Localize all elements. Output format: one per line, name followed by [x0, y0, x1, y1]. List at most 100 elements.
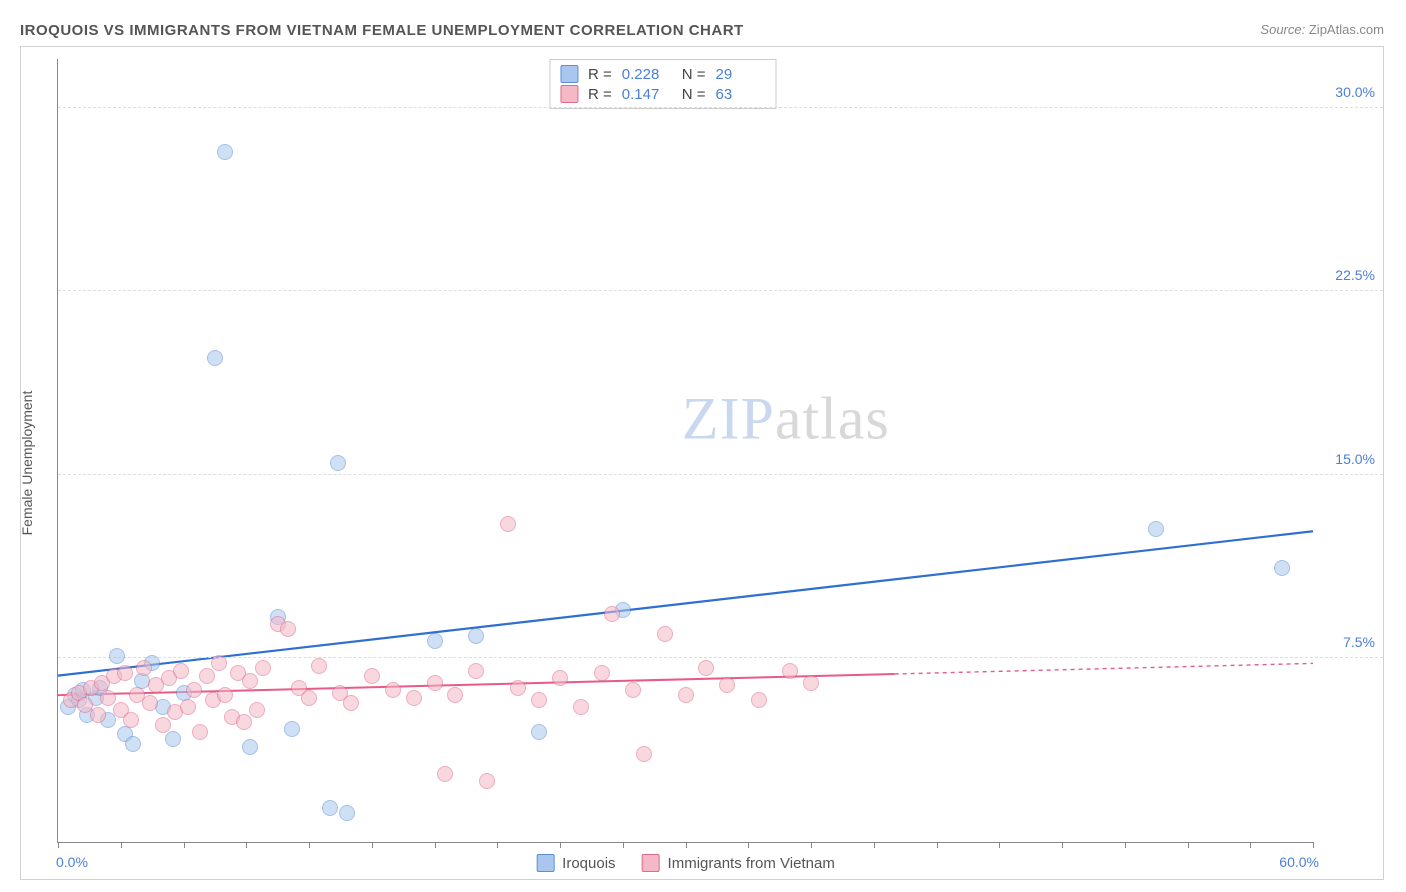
x-tick [497, 842, 498, 848]
n-value-2: 63 [716, 86, 766, 103]
data-point [180, 699, 196, 715]
x-tick [560, 842, 561, 848]
legend-stats-row-2: R = 0.147 N = 63 [560, 84, 766, 104]
data-point [1148, 521, 1164, 537]
x-tick [58, 842, 59, 848]
x-tick [937, 842, 938, 848]
data-point [211, 655, 227, 671]
data-point [199, 668, 215, 684]
legend-label-vietnam: Immigrants from Vietnam [668, 855, 835, 872]
data-point [427, 633, 443, 649]
data-point [468, 628, 484, 644]
legend-series: Iroquois Immigrants from Vietnam [536, 854, 835, 872]
grid-line [58, 107, 1383, 108]
data-point [123, 712, 139, 728]
chart-container: Female Unemployment ZIPatlas R = 0.228 N… [20, 46, 1384, 880]
chart-title: IROQUOIS VS IMMIGRANTS FROM VIETNAM FEMA… [20, 22, 744, 39]
data-point [236, 714, 252, 730]
x-axis-min-label: 0.0% [56, 854, 88, 870]
data-point [406, 690, 422, 706]
legend-swatch-vietnam [560, 85, 578, 103]
data-point [217, 687, 233, 703]
data-point [301, 690, 317, 706]
data-point [625, 682, 641, 698]
legend-label-iroquois: Iroquois [562, 855, 615, 872]
data-point [719, 677, 735, 693]
data-point [242, 673, 258, 689]
data-point [437, 766, 453, 782]
legend-stats: R = 0.228 N = 29 R = 0.147 N = 63 [549, 59, 777, 109]
data-point [125, 736, 141, 752]
data-point [136, 660, 152, 676]
data-point [531, 692, 547, 708]
data-point [322, 800, 338, 816]
trend-line-dashed [895, 663, 1313, 674]
data-point [447, 687, 463, 703]
data-point [100, 690, 116, 706]
source-attribution: Source: ZipAtlas.com [1260, 22, 1384, 37]
source-name: ZipAtlas.com [1309, 22, 1384, 37]
x-tick [999, 842, 1000, 848]
x-tick [1313, 842, 1314, 848]
y-axis-title: Female Unemployment [19, 391, 35, 536]
data-point [427, 675, 443, 691]
data-point [186, 682, 202, 698]
data-point [249, 702, 265, 718]
data-point [594, 665, 610, 681]
data-point [311, 658, 327, 674]
data-point [636, 746, 652, 762]
legend-swatch-bottom-iroquois [536, 854, 554, 872]
data-point [552, 670, 568, 686]
x-tick [246, 842, 247, 848]
y-tick-label: 22.5% [1335, 267, 1375, 283]
source-label: Source: [1260, 22, 1305, 37]
grid-line [58, 290, 1383, 291]
data-point [385, 682, 401, 698]
data-point [531, 724, 547, 740]
x-tick [1125, 842, 1126, 848]
data-point [751, 692, 767, 708]
x-tick [748, 842, 749, 848]
r-label-1: R = [588, 66, 612, 83]
data-point [280, 621, 296, 637]
data-point [678, 687, 694, 703]
trend-line [58, 531, 1313, 675]
x-tick [309, 842, 310, 848]
x-axis-max-label: 60.0% [1279, 854, 1319, 870]
data-point [343, 695, 359, 711]
x-tick [874, 842, 875, 848]
y-tick-label: 7.5% [1343, 634, 1375, 650]
data-point [217, 144, 233, 160]
n-value-1: 29 [716, 66, 766, 83]
x-tick [811, 842, 812, 848]
legend-stats-row-1: R = 0.228 N = 29 [560, 64, 766, 84]
x-tick [435, 842, 436, 848]
data-point [604, 606, 620, 622]
data-point [117, 665, 133, 681]
data-point [90, 707, 106, 723]
r-value-1: 0.228 [622, 66, 672, 83]
y-tick-label: 15.0% [1335, 451, 1375, 467]
x-tick [184, 842, 185, 848]
x-tick [1188, 842, 1189, 848]
data-point [255, 660, 271, 676]
data-point [207, 350, 223, 366]
x-tick [686, 842, 687, 848]
y-tick-label: 30.0% [1335, 84, 1375, 100]
data-point [573, 699, 589, 715]
data-point [657, 626, 673, 642]
data-point [155, 717, 171, 733]
x-tick [1250, 842, 1251, 848]
plot-area: ZIPatlas R = 0.228 N = 29 R = 0.147 N = … [57, 59, 1313, 843]
data-point [500, 516, 516, 532]
data-point [142, 695, 158, 711]
data-point [364, 668, 380, 684]
data-point [330, 455, 346, 471]
data-point [192, 724, 208, 740]
data-point [803, 675, 819, 691]
data-point [698, 660, 714, 676]
data-point [479, 773, 495, 789]
data-point [242, 739, 258, 755]
x-tick [623, 842, 624, 848]
x-tick [372, 842, 373, 848]
